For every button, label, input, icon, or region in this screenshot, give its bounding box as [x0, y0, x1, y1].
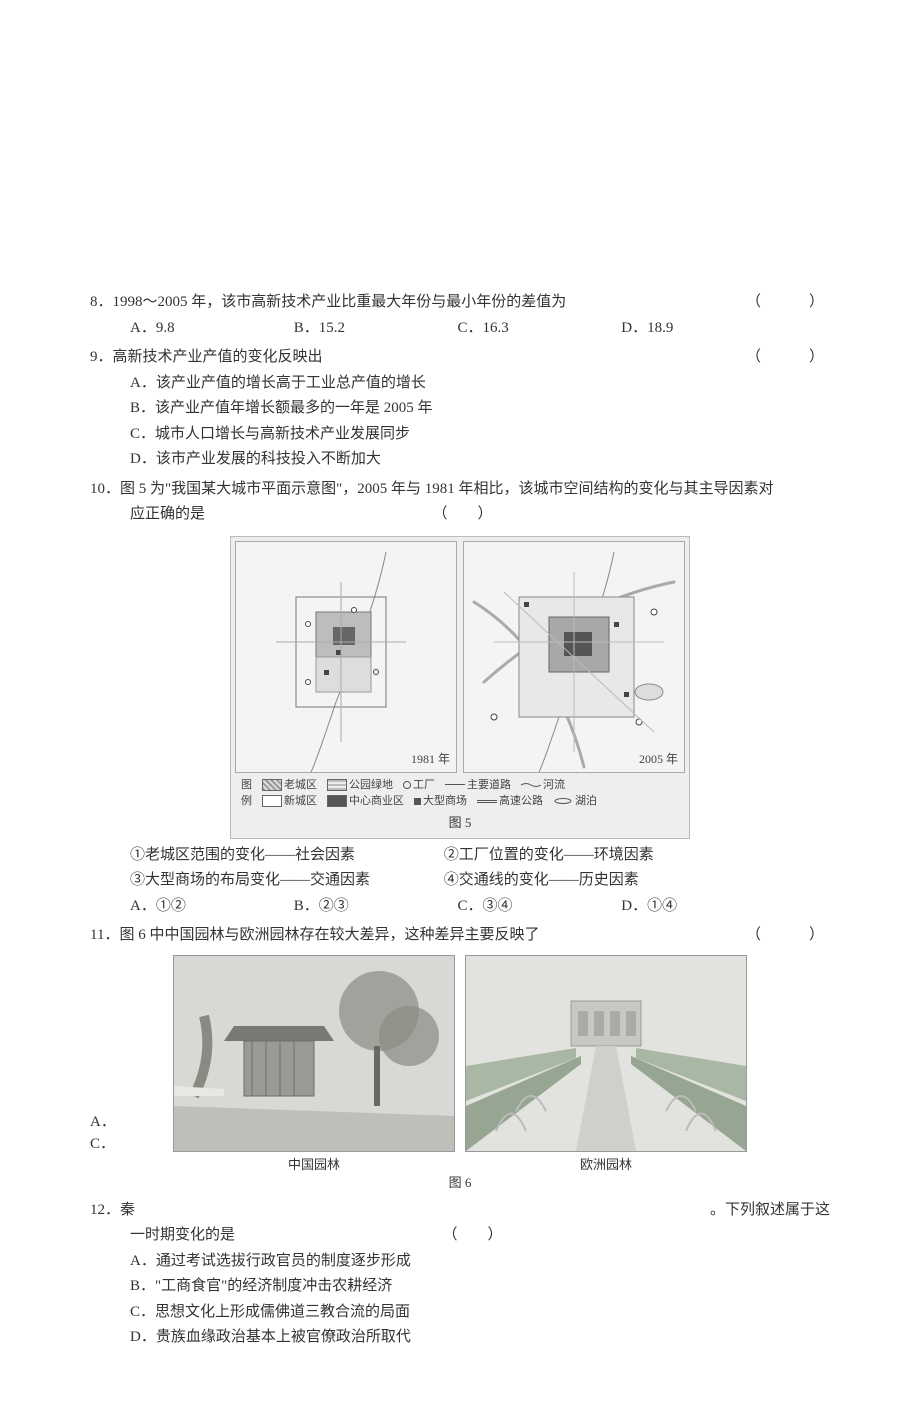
- q10-opt-a: A．①②: [130, 894, 290, 920]
- dot-icon: [403, 781, 411, 789]
- exam-page: 8．1998～2005 年，该市高新技术产业比重最大年份与最小年份的差值为 （ …: [0, 0, 920, 1415]
- legend-river: 河流: [543, 779, 565, 791]
- q9-opt-b: B．该产业产值年增长额最多的一年是 2005 年: [90, 396, 830, 422]
- q8-stem: 1998～2005 年，该市高新技术产业比重最大年份与最小年份的差值为: [113, 294, 567, 310]
- q12-stem-2: 一时期变化的是: [130, 1227, 235, 1243]
- q10-paren: （ ）: [433, 506, 493, 522]
- question-9: 9．高新技术产业产值的变化反映出 （ ） A．该产业产值的增长高于工业总产值的增…: [90, 345, 830, 473]
- legend-highway: 高速公路: [499, 795, 543, 807]
- question-12: 12．秦 。下列叙述属于这 一时期变化的是 （ ） A．通过考试选拔行政官员的制…: [90, 1198, 830, 1351]
- q9-opt-d: D．该市产业发展的科技投入不断加大: [90, 447, 830, 473]
- swatch-old-icon: [262, 779, 282, 791]
- q10-statements: ①老城区范围的变化——社会因素 ②工厂位置的变化——环境因素 ③大型商场的布局变…: [90, 843, 830, 894]
- q11-stem: 图 6 中中国园林与欧洲园林存在较大差异，这种差异主要反映了: [119, 927, 539, 943]
- legend-new: 新城区: [284, 795, 317, 807]
- fig5-year-right: 2005 年: [639, 749, 678, 769]
- q8-opt-a: A．9.8: [130, 316, 290, 342]
- q9-opt-c: C．城市人口增长与高新技术产业发展同步: [90, 422, 830, 448]
- question-8: 8．1998～2005 年，该市高新技术产业比重最大年份与最小年份的差值为 （ …: [90, 290, 830, 341]
- q12-opt-c: C．思想文化上形成儒佛道三教合流的局面: [90, 1300, 830, 1326]
- fig5-legend: 图 老城区 公园绿地 工厂 主要道路 河流 例 新城区 中心商业区 大型商场 高…: [235, 773, 685, 812]
- figure-6: 中国园林: [90, 955, 830, 1176]
- q11-paren: （ ）: [746, 923, 830, 949]
- fig6-caption: 图 6: [90, 1172, 830, 1194]
- fig5-year-left: 1981 年: [411, 749, 450, 769]
- fig5-map-1981: 1981 年: [235, 541, 457, 773]
- line-highway-icon: [477, 800, 497, 803]
- q12-opt-d: D．贵族血缘政治基本上被官僚政治所取代: [90, 1325, 830, 1351]
- q10-stem-1: 图 5 为"我国某大城市平面示意图"，2005 年与 1981 年相比，该城市空…: [120, 481, 774, 497]
- fig5-map-2005: 2005 年: [463, 541, 685, 773]
- legend-head-1: 图: [241, 777, 252, 794]
- q10-c4: ④交通线的变化——历史因素: [444, 868, 754, 894]
- legend-head-2: 例: [241, 793, 252, 810]
- q8-opt-b: B．15.2: [294, 316, 454, 342]
- fig5-caption: 图 5: [235, 812, 685, 834]
- q12-stem-left: 秦: [120, 1202, 135, 1218]
- legend-old: 老城区: [284, 779, 317, 791]
- q12-number: 12．: [90, 1202, 120, 1218]
- legend-factory: 工厂: [413, 779, 435, 791]
- q10-c2: ②工厂位置的变化——环境因素: [444, 843, 754, 869]
- legend-lake: 湖泊: [575, 795, 597, 807]
- swatch-park-icon: [327, 779, 347, 791]
- q10-stem-2: 应正确的是: [130, 506, 205, 522]
- legend-park: 公园绿地: [349, 779, 393, 791]
- q11-number: 11．: [90, 927, 119, 943]
- q10-c3: ③大型商场的布局变化——交通因素: [130, 868, 440, 894]
- q9-opt-a: A．该产业产值的增长高于工业总产值的增长: [90, 371, 830, 397]
- square-icon: [414, 798, 421, 805]
- swatch-cbd-icon: [327, 795, 347, 807]
- q10-opt-b: B．②③: [294, 894, 454, 920]
- q12-opt-a: A．通过考试选拔行政官员的制度逐步形成: [90, 1249, 830, 1275]
- q8-opt-c: C．16.3: [458, 316, 618, 342]
- legend-road: 主要道路: [467, 779, 511, 791]
- question-11: 11．图 6 中中国园林与欧洲园林存在较大差异，这种差异主要反映了 （ ）: [90, 923, 830, 1176]
- q8-opt-d: D．18.9: [621, 316, 781, 342]
- q10-c1: ①老城区范围的变化——社会因素: [130, 843, 440, 869]
- q9-number: 9．: [90, 349, 113, 365]
- q8-paren: （ ）: [746, 290, 830, 316]
- q9-paren: （ ）: [746, 345, 830, 371]
- q10-opt-c: C．③④: [458, 894, 618, 920]
- swatch-new-icon: [262, 795, 282, 807]
- q8-number: 8．: [90, 294, 113, 310]
- q12-paren: （ ）: [443, 1227, 503, 1243]
- q10-options: A．①② B．②③ C．③④ D．①④: [90, 894, 830, 920]
- q8-options: A．9.8 B．15.2 C．16.3 D．18.9: [90, 316, 830, 342]
- q9-stem: 高新技术产业产值的变化反映出: [113, 349, 323, 365]
- figure-5: 1981 年: [90, 536, 830, 839]
- legend-mall: 大型商场: [423, 795, 467, 807]
- q12-opt-b: B．"工商食官"的经济制度冲击农耕经济: [90, 1274, 830, 1300]
- q10-number: 10．: [90, 481, 120, 497]
- q11-opt-c: C．: [90, 1132, 115, 1158]
- fig6-europe-garden: [465, 955, 747, 1152]
- line-road-icon: [445, 784, 465, 785]
- q12-stem-tail: 。下列叙述属于这: [710, 1198, 830, 1224]
- fig6-china-garden: [173, 955, 455, 1152]
- legend-cbd: 中心商业区: [349, 795, 404, 807]
- question-10: 10．图 5 为"我国某大城市平面示意图"，2005 年与 1981 年相比，该…: [90, 477, 830, 920]
- q10-opt-d: D．①④: [621, 894, 781, 920]
